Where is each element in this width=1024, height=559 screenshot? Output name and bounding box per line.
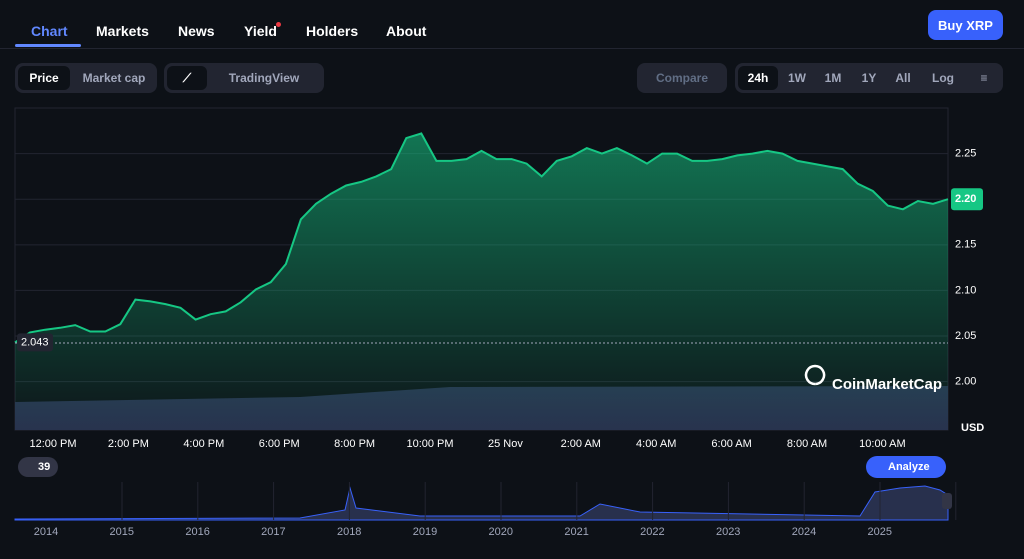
year-label: 2020 (489, 526, 513, 538)
tab[interactable]: Yield (244, 23, 277, 39)
x-tick-label: 4:00 PM (183, 438, 224, 450)
y-unit: USD (961, 422, 984, 434)
year-label: 2018 (337, 526, 361, 538)
compare: Compare (637, 63, 727, 93)
year-label: 2016 (185, 526, 209, 538)
tab[interactable]: News (178, 23, 215, 39)
settings-icon[interactable]: ≡ (980, 71, 988, 85)
year-label: 2014 (34, 526, 58, 538)
badge[interactable] (18, 457, 58, 477)
year-label: 2021 (564, 526, 588, 538)
x-tick-label: 10:00 PM (406, 438, 453, 450)
x-tick-label: 8:00 PM (334, 438, 375, 450)
x-tick-label: 6:00 AM (711, 438, 751, 450)
range-option[interactable]: 24h (738, 66, 778, 90)
tradingview[interactable]: TradingView (228, 71, 300, 85)
analyze-label: Analyze (888, 461, 930, 473)
nav-bar: Chart Markets News Yield Holders About B… (0, 0, 1024, 49)
x-tick-label: 6:00 PM (259, 438, 300, 450)
year-label: 2017 (261, 526, 285, 538)
price-tag-bg (951, 188, 983, 211)
range-option[interactable]: All (895, 71, 911, 85)
y-tick-label: 2.15 (955, 239, 976, 251)
range-option[interactable]: 1Y (861, 71, 877, 85)
analyze-button[interactable] (866, 456, 946, 478)
buy-button[interactable]: Buy XRP (928, 10, 1003, 40)
y-tick-label: 2.10 (955, 284, 976, 296)
range-toggle: 24h 1W 1M 1Y All Log ≡ (735, 63, 1003, 93)
tab[interactable]: Markets (96, 23, 149, 39)
log-option[interactable]: Log (932, 71, 954, 85)
x-tick-label: 2:00 PM (108, 438, 149, 450)
toggle-option[interactable]: Price (18, 66, 70, 90)
active-underline (15, 44, 81, 47)
navigator-handle[interactable] (942, 493, 952, 509)
toggle-option[interactable]: Market cap (82, 71, 146, 85)
y-tick-label: 2.05 (955, 330, 976, 342)
range-option[interactable]: 1M (824, 71, 842, 85)
x-tick-label: 12:00 PM (29, 438, 76, 450)
range-option[interactable]: 1W (788, 71, 806, 85)
x-tick-label: 10:00 AM (859, 438, 905, 450)
line-icon[interactable]: ⟋ (167, 66, 207, 90)
compare-button[interactable]: Compare (655, 71, 708, 85)
year-label: 2023 (716, 526, 740, 538)
metric-toggle: Price Market cap (15, 63, 157, 93)
badge-count: 39 (38, 461, 50, 473)
open-tag-bg (17, 333, 53, 352)
price-line (14, 132, 949, 344)
navigator (15, 480, 948, 520)
price-tag: 2.20 (955, 193, 976, 205)
new-dot (276, 22, 281, 27)
tab[interactable]: Chart (31, 23, 68, 39)
year-label: 2024 (792, 526, 816, 538)
watermark-logo (804, 364, 826, 386)
x-tick-label: 8:00 AM (787, 438, 827, 450)
y-tick-label: 2.25 (955, 148, 976, 160)
year-label: 2022 (640, 526, 664, 538)
tab[interactable]: About (386, 23, 427, 39)
y-tick-label: 2.00 (955, 376, 976, 388)
year-label: 2015 (110, 526, 134, 538)
price-area (15, 133, 948, 430)
watermark: CoinMarketCap (832, 376, 942, 393)
chart-style: ⟋ TradingView (164, 63, 324, 93)
year-label: 2025 (868, 526, 892, 538)
tab[interactable]: Holders (306, 23, 359, 39)
x-tick-label: 2:00 AM (561, 438, 601, 450)
open-tag: 2.043 (21, 336, 49, 348)
year-label: 2019 (413, 526, 437, 538)
x-tick-label: 25 Nov (488, 438, 523, 450)
x-tick-label: 4:00 AM (636, 438, 676, 450)
